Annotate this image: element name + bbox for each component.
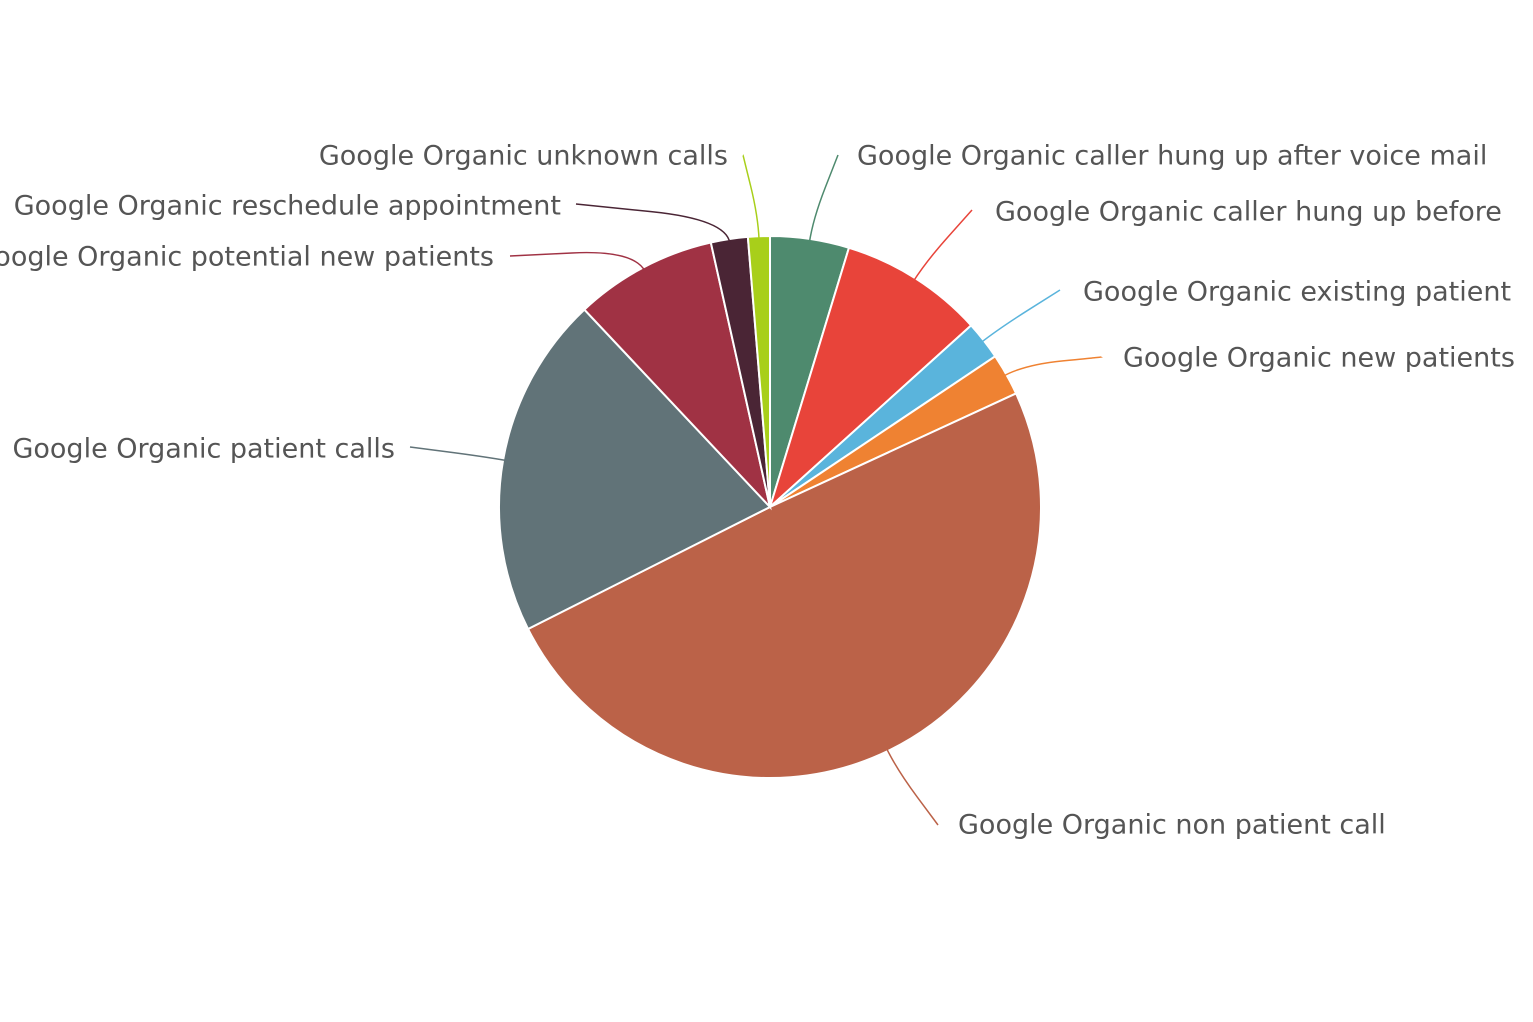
slice-label: Google Organic existing patient bbox=[1083, 277, 1511, 308]
slice-label: Google Organic caller hung up after voic… bbox=[857, 141, 1487, 172]
connector bbox=[742, 154, 760, 241]
slice-label: Google Organic non patient call bbox=[958, 810, 1386, 841]
connector bbox=[409, 446, 508, 462]
connector bbox=[980, 289, 1061, 344]
connector bbox=[808, 154, 839, 244]
connector bbox=[912, 209, 973, 283]
connector bbox=[885, 747, 939, 826]
slice-label: Google Organic new patients bbox=[1123, 343, 1515, 374]
slice-label: Google Organic reschedule appointment bbox=[14, 191, 561, 222]
connector bbox=[1002, 356, 1103, 378]
slice-label: Google Organic caller hung up before bbox=[995, 197, 1502, 228]
slice-label: Google Organic unknown calls bbox=[319, 141, 728, 172]
connector bbox=[509, 251, 646, 272]
connector bbox=[575, 203, 731, 244]
slice-label: Google Organic potential new patients bbox=[0, 242, 494, 273]
slice-label: Google Organic patient calls bbox=[12, 434, 395, 465]
